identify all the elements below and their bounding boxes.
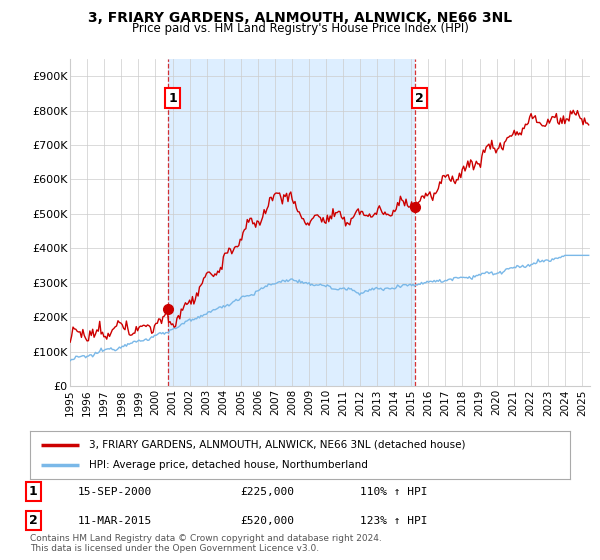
Text: HPI: Average price, detached house, Northumberland: HPI: Average price, detached house, Nort… [89, 460, 368, 470]
Text: 110% ↑ HPI: 110% ↑ HPI [360, 487, 427, 497]
Text: £520,000: £520,000 [240, 516, 294, 526]
Text: Contains HM Land Registry data © Crown copyright and database right 2024.
This d: Contains HM Land Registry data © Crown c… [30, 534, 382, 553]
Text: 3, FRIARY GARDENS, ALNMOUTH, ALNWICK, NE66 3NL (detached house): 3, FRIARY GARDENS, ALNMOUTH, ALNWICK, NE… [89, 440, 466, 450]
Bar [167, 59, 415, 386]
Text: £225,000: £225,000 [240, 487, 294, 497]
Text: 2: 2 [415, 92, 424, 105]
Text: Price paid vs. HM Land Registry's House Price Index (HPI): Price paid vs. HM Land Registry's House … [131, 22, 469, 35]
Text: 2: 2 [29, 514, 37, 528]
Text: 3, FRIARY GARDENS, ALNMOUTH, ALNWICK, NE66 3NL: 3, FRIARY GARDENS, ALNMOUTH, ALNWICK, NE… [88, 11, 512, 25]
Text: 1: 1 [29, 485, 37, 498]
Text: 15-SEP-2000: 15-SEP-2000 [78, 487, 152, 497]
Text: 1: 1 [169, 92, 177, 105]
Text: 123% ↑ HPI: 123% ↑ HPI [360, 516, 427, 526]
Text: 11-MAR-2015: 11-MAR-2015 [78, 516, 152, 526]
